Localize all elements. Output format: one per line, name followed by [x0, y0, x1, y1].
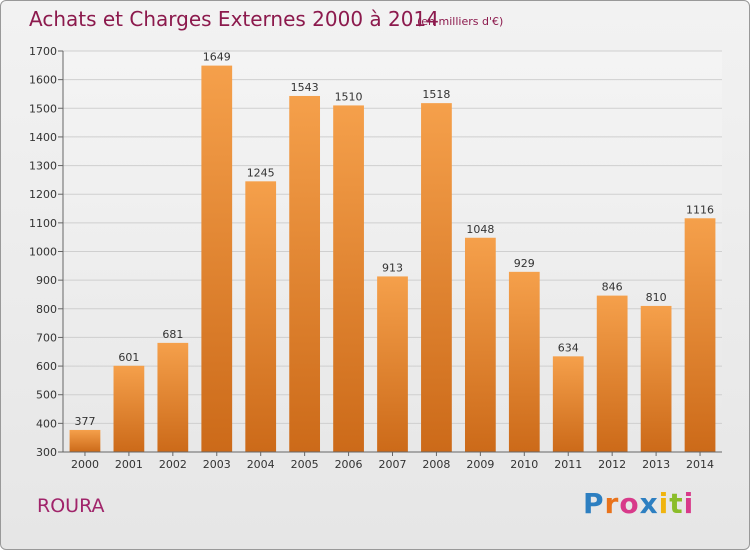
- y-tick-label: 300: [36, 446, 57, 459]
- data-label: 1116: [686, 203, 714, 216]
- x-tick-label: 2010: [510, 458, 538, 471]
- data-label: 846: [602, 281, 623, 294]
- x-tick-label: 2008: [422, 458, 450, 471]
- x-tick-label: 2000: [71, 458, 99, 471]
- y-tick-label: 900: [36, 274, 57, 287]
- data-label: 634: [558, 341, 579, 354]
- x-tick-label: 2014: [686, 458, 714, 471]
- data-label: 810: [646, 291, 667, 304]
- bar: [640, 305, 672, 452]
- x-tick-label: 2009: [466, 458, 494, 471]
- data-label: 601: [118, 351, 139, 364]
- x-tick-label: 2001: [115, 458, 143, 471]
- y-tick-label: 1300: [29, 160, 57, 173]
- bar: [684, 218, 716, 452]
- x-tick-label: 2007: [379, 458, 407, 471]
- y-tick-label: 600: [36, 360, 57, 373]
- bar: [377, 276, 408, 452]
- x-tick-label: 2005: [291, 458, 319, 471]
- data-label: 1543: [291, 81, 319, 94]
- chart-subtitle: (en milliers d'€): [417, 15, 504, 28]
- y-tick-label: 1600: [29, 74, 57, 87]
- bar: [113, 365, 145, 452]
- y-tick-label: 500: [36, 389, 57, 402]
- bar: [157, 342, 189, 452]
- proxiti-logo: Proxiti: [583, 487, 695, 520]
- data-label: 929: [514, 257, 535, 270]
- y-tick-label: 1000: [29, 246, 57, 259]
- bar: [596, 295, 628, 452]
- y-tick-label: 1700: [29, 45, 57, 58]
- x-tick-label: 2011: [554, 458, 582, 471]
- data-label: 1245: [247, 166, 275, 179]
- bar: [333, 105, 364, 453]
- bar: [552, 356, 584, 452]
- data-label: 1518: [422, 88, 450, 101]
- data-label: 1510: [335, 90, 363, 103]
- y-tick-label: 800: [36, 303, 57, 316]
- data-label: 1048: [466, 223, 494, 236]
- y-tick-label: 1400: [29, 131, 57, 144]
- x-tick-label: 2002: [159, 458, 187, 471]
- bar: [69, 429, 101, 452]
- bar: [464, 237, 496, 452]
- x-tick-label: 2013: [642, 458, 670, 471]
- y-tick-label: 400: [36, 417, 57, 430]
- bar: [421, 103, 452, 452]
- data-label: 1649: [203, 51, 231, 64]
- data-label: 681: [162, 328, 183, 341]
- y-tick-label: 700: [36, 331, 57, 344]
- x-tick-label: 2003: [203, 458, 231, 471]
- bar: [289, 95, 321, 452]
- bar: [245, 181, 277, 452]
- y-tick-label: 1500: [29, 102, 57, 115]
- data-label: 913: [382, 261, 403, 274]
- commune-name: ROURA: [37, 495, 105, 517]
- chart-title: Achats et Charges Externes 2000 à 2014: [29, 7, 439, 31]
- bar: [508, 271, 540, 452]
- data-label: 377: [74, 415, 95, 428]
- y-tick-label: 1100: [29, 217, 57, 230]
- x-tick-label: 2006: [335, 458, 363, 471]
- bar: [201, 65, 233, 453]
- x-tick-label: 2004: [247, 458, 275, 471]
- y-tick-label: 1200: [29, 188, 57, 201]
- x-tick-label: 2012: [598, 458, 626, 471]
